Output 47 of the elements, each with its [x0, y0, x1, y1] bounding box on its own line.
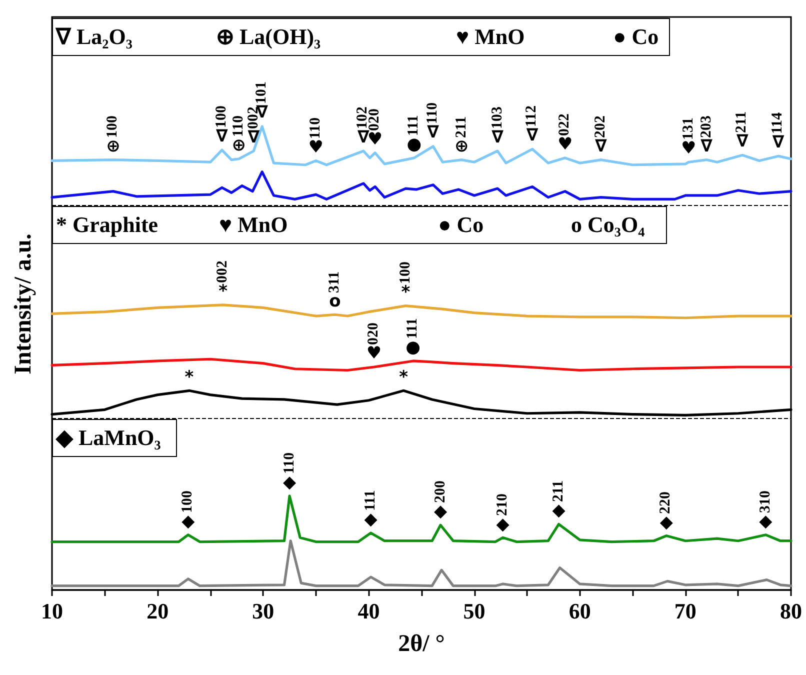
- annotation: ∇100: [213, 106, 230, 147]
- annotation: ⊕100: [104, 115, 121, 156]
- annotation: ⊕110: [230, 115, 246, 156]
- annotation: ♥022: [556, 113, 573, 154]
- annotation: ◆ LaMnO₃: [56, 424, 161, 451]
- annotation: ◆100: [180, 490, 196, 532]
- annotation: ◆310: [757, 490, 774, 532]
- x-axis-title: 2θ/ °: [398, 631, 445, 657]
- x-tick-label: 80: [780, 598, 802, 624]
- annotation: ∇103: [489, 106, 505, 148]
- annotation: *: [184, 367, 194, 388]
- annotation: ∇202: [592, 115, 608, 156]
- y-axis-title: Intensity/ a.u.: [10, 233, 38, 374]
- annotation: ∇211: [734, 111, 750, 152]
- annotation: ∇110: [424, 102, 441, 143]
- annotation: ∇114: [770, 112, 786, 153]
- annotation: ◆210: [494, 493, 510, 534]
- x-tick-label: 50: [463, 598, 486, 624]
- annotation: ♥020: [365, 322, 382, 364]
- annotation: ⊕211: [453, 116, 470, 156]
- annotation: o Co₃O₄: [571, 212, 645, 238]
- annotation: ♥131: [680, 118, 696, 159]
- annotation: ∇203: [698, 115, 714, 156]
- annotation: ● Co: [438, 212, 484, 238]
- annotation: ●111: [404, 318, 421, 358]
- annotation: ◆111: [362, 490, 378, 530]
- annotation: ◆110: [281, 452, 298, 492]
- annotation: * Graphite: [56, 212, 158, 238]
- x-tick-label: 40: [358, 598, 380, 624]
- x-tick-label: 20: [146, 598, 169, 624]
- annotation: o311: [326, 270, 342, 312]
- annotation: *: [399, 367, 408, 388]
- annotation: ◆220: [658, 491, 674, 532]
- annotation: ◆200: [432, 480, 448, 522]
- x-tick-label: 60: [568, 598, 591, 624]
- x-tick-label: 10: [41, 598, 63, 624]
- annotation: ●111: [406, 115, 422, 154]
- annotation: ♥110: [307, 117, 324, 158]
- annotation: ◆211: [550, 480, 566, 521]
- annotation: ∇112: [524, 105, 540, 146]
- annotation: *002: [214, 260, 231, 302]
- x-tick-label: 30: [252, 598, 274, 624]
- annotation: ♥ MnO: [219, 212, 288, 238]
- x-tick-label: 70: [674, 598, 696, 624]
- key-box: ∇ La₂O₃ ⊕ La(OH)₃ ♥ MnO ● Co: [52, 18, 670, 56]
- key-box: ◆ LaMnO₃: [52, 418, 177, 457]
- annotation: *100: [397, 261, 414, 302]
